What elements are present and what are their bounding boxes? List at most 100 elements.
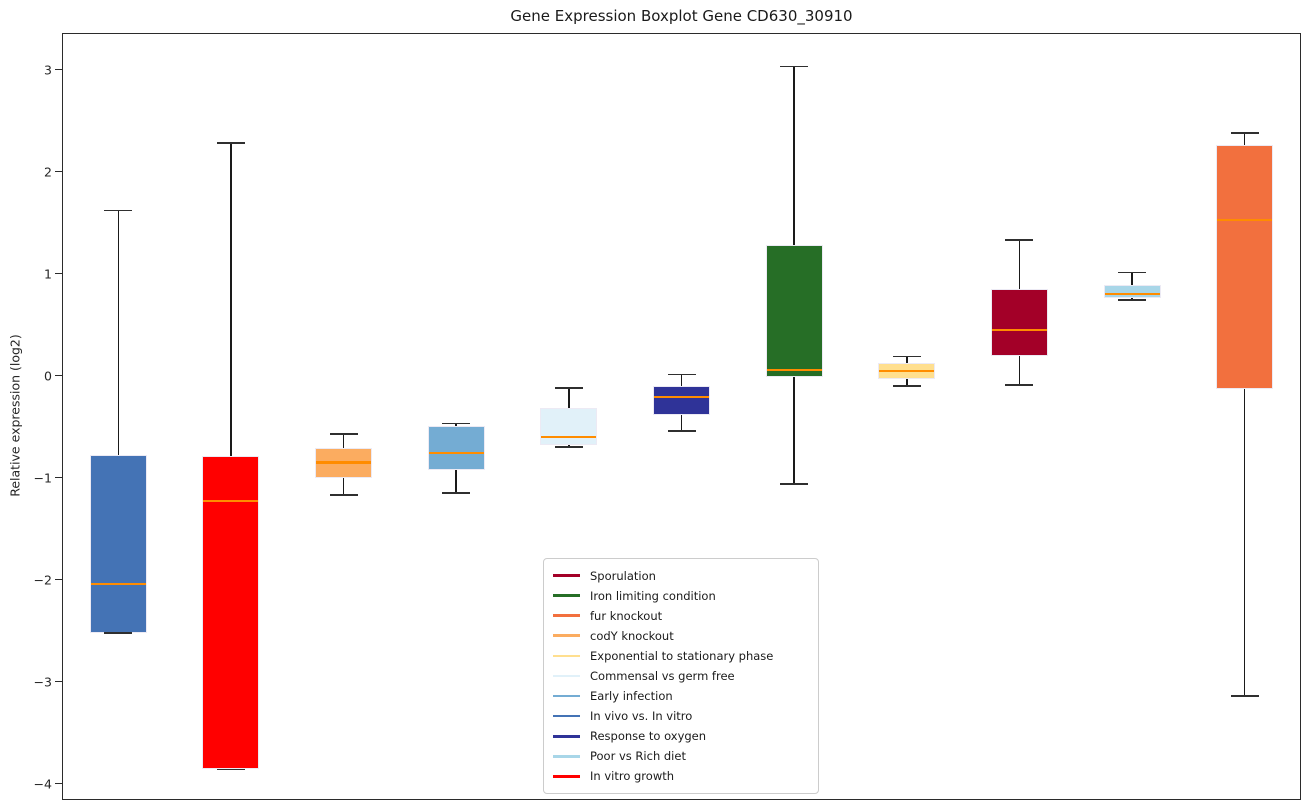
upper-whisker xyxy=(455,423,457,426)
lower-cap xyxy=(442,492,471,494)
median-line xyxy=(1104,293,1160,296)
legend: Sporulation Iron limiting condition fur kn… xyxy=(543,558,819,794)
median-line xyxy=(90,582,146,585)
box-iqr xyxy=(1103,284,1161,299)
median-line xyxy=(428,452,484,455)
upper-cap xyxy=(780,65,809,68)
legend-item: Exponential to stationary phase xyxy=(553,646,809,665)
legend-item: Iron limiting condition xyxy=(553,586,809,605)
legend-item: Response to oxygen xyxy=(553,727,809,746)
upper-cap xyxy=(892,355,921,358)
upper-whisker xyxy=(1131,272,1133,285)
legend-item: In vivo vs. In vitro xyxy=(553,707,809,726)
legend-swatch xyxy=(553,714,580,718)
y-tick-label: 1 xyxy=(44,266,52,282)
upper-cap xyxy=(104,209,133,212)
lower-whisker xyxy=(342,477,345,496)
y-tick-label: −3 xyxy=(33,674,52,690)
upper-whisker xyxy=(568,387,570,409)
y-tick-label: 2 xyxy=(44,164,52,180)
box-iqr xyxy=(1216,145,1274,389)
y-tick-label: 0 xyxy=(44,368,52,384)
y-tick-label: −1 xyxy=(33,470,52,486)
legend-swatch xyxy=(553,674,580,678)
legend-swatch xyxy=(553,755,580,758)
y-tick-mark xyxy=(55,476,62,479)
y-tick-mark xyxy=(55,782,62,785)
median-line xyxy=(879,369,935,372)
legend-item: In vitro growth xyxy=(553,767,809,786)
upper-whisker xyxy=(1243,132,1246,146)
upper-cap xyxy=(216,142,245,144)
upper-whisker xyxy=(230,143,232,457)
upper-cap xyxy=(1005,239,1034,241)
lower-cap xyxy=(780,483,809,485)
legend-label: Early infection xyxy=(590,689,673,704)
legend-label: fur knockout xyxy=(590,608,663,623)
legend-label: codY knockout xyxy=(590,628,674,643)
y-tick-mark xyxy=(55,680,62,683)
y-tick-mark xyxy=(55,273,62,275)
upper-whisker xyxy=(680,374,683,386)
box-iqr xyxy=(765,245,823,377)
legend-label: Response to oxygen xyxy=(590,729,707,744)
box-iqr xyxy=(427,425,485,470)
legend-label: Commensal vs germ free xyxy=(590,668,735,683)
box-iqr xyxy=(202,456,260,770)
upper-whisker xyxy=(793,66,795,246)
lower-whisker xyxy=(568,445,570,448)
median-line xyxy=(654,396,709,399)
median-line xyxy=(766,368,822,371)
legend-swatch xyxy=(553,734,580,738)
lower-cap xyxy=(667,429,696,432)
lower-whisker xyxy=(1243,388,1246,696)
box-iqr xyxy=(89,455,147,633)
median-line xyxy=(316,461,372,464)
upper-cap xyxy=(554,387,583,389)
lower-cap xyxy=(1230,695,1259,697)
legend-item: Early infection xyxy=(553,687,809,706)
y-tick-label: 3 xyxy=(44,62,52,78)
box-iqr xyxy=(540,408,598,446)
legend-label: Poor vs Rich diet xyxy=(590,749,686,764)
legend-item: codY knockout xyxy=(553,626,809,645)
y-tick-mark xyxy=(55,375,62,377)
upper-whisker xyxy=(1018,240,1021,289)
upper-whisker xyxy=(342,433,345,449)
y-axis-label: Relative expression (log2) xyxy=(7,333,23,497)
upper-cap xyxy=(667,373,696,376)
y-tick-label: −2 xyxy=(33,572,52,588)
median-line xyxy=(203,500,259,503)
legend-swatch xyxy=(553,694,580,698)
lower-cap xyxy=(216,768,245,771)
lower-cap xyxy=(104,631,133,634)
lower-whisker xyxy=(680,415,683,431)
legend-label: Exponential to stationary phase xyxy=(590,648,774,663)
legend-item: Commensal vs germ free xyxy=(553,666,809,685)
lower-whisker xyxy=(793,376,795,484)
y-tick-mark xyxy=(55,171,62,173)
lower-whisker xyxy=(455,469,457,493)
legend-swatch xyxy=(553,594,580,597)
lower-whisker xyxy=(1018,356,1021,385)
legend-item: fur knockout xyxy=(553,606,809,625)
y-tick-label: −4 xyxy=(33,776,52,792)
upper-whisker xyxy=(117,210,120,456)
legend-swatch xyxy=(553,654,580,658)
upper-cap xyxy=(1230,132,1259,134)
chart-title: Gene Expression Boxplot Gene CD630_30910 xyxy=(510,7,853,25)
legend-item: Sporulation xyxy=(553,566,809,585)
lower-cap xyxy=(892,385,921,387)
upper-cap xyxy=(1118,271,1147,274)
median-line xyxy=(541,435,597,439)
legend-label: Sporulation xyxy=(590,568,656,583)
box-iqr xyxy=(990,289,1048,357)
y-tick-mark xyxy=(55,578,62,581)
median-line xyxy=(991,328,1047,331)
legend-label: In vivo vs. In vitro xyxy=(590,709,693,724)
upper-whisker xyxy=(906,356,908,364)
box-iqr xyxy=(653,385,710,416)
upper-cap xyxy=(442,422,471,425)
median-line xyxy=(1217,218,1273,221)
